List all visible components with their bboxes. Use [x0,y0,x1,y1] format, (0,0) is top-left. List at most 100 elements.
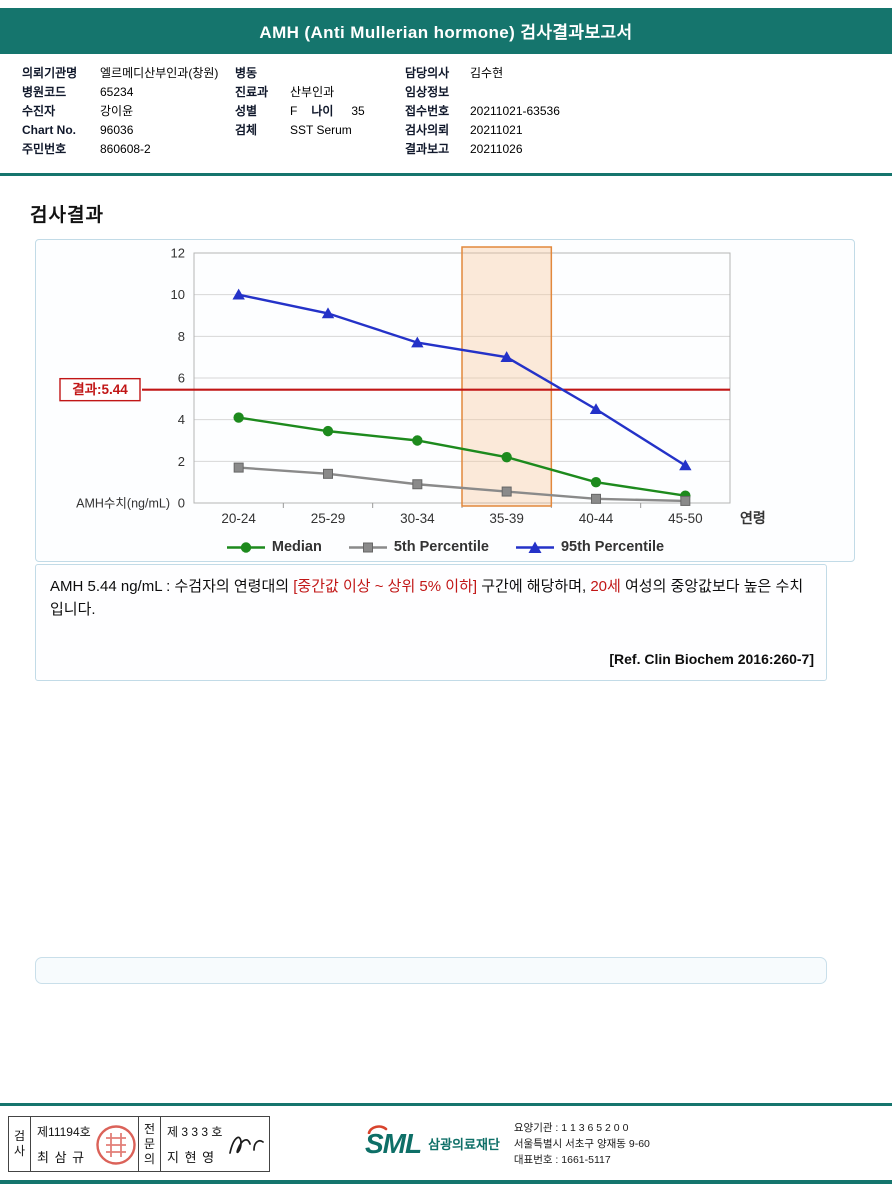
sml-logo-arc-icon [367,1125,388,1134]
patient-info-col1: 의뢰기관명 엘르메디산부인과(창원) 병원코드 65234 수진자 강이윤 Ch… [22,64,235,159]
doctor-label: 담당의사 [405,66,450,80]
interp-seg1: AMH 5.44 ng/mL : 수검자의 연령대의 [50,578,294,595]
amh-chart-panel: 0 2 4 6 8 10 12 결과:5.44 20-24 25-29 30-34 35-39 40-4… [35,239,855,562]
interp-seg2: 구간에 해당하며, [477,578,591,595]
interp-range-highlight: [중간값 이상 ~ 상위 5% 이하] [293,578,478,595]
svg-text:4: 4 [178,412,185,427]
footer-bottom-bar [0,1180,892,1184]
svg-text:AMH수치(ng/mL): AMH수치(ng/mL) [76,497,170,511]
svg-text:25-29: 25-29 [311,511,346,526]
chart-no-value: 96036 [100,123,134,137]
clinical-info-label: 임상정보 [405,85,450,99]
patient-name-value: 강이윤 [100,104,134,118]
results-section-title: 검사결과 [30,205,104,226]
empty-notes-box [35,957,827,984]
sml-logo-mark: SML [365,1127,422,1159]
info-row-request-date: 검사의뢰 20211021 [405,121,892,140]
request-date-label: 검사의뢰 [405,123,450,137]
age-value: 35 [351,104,365,118]
sex-label: 성별 [235,104,258,118]
chart-legend: Median 5th Percentile 95th Percentile [36,539,854,555]
svg-text:45-50: 45-50 [668,511,703,526]
resident-no-label: 주민번호 [22,142,67,156]
legend-item-circle: Median [226,539,322,555]
sml-logo: SML 삼광의료재단 [365,1125,500,1160]
info-row-department: 진료과 산부인과 [235,83,405,102]
legend-item-triangle: 95th Percentile [515,539,664,555]
footer: 검사 제11194호 최 삼 규 전문의 제 3 3 3 호 지 현 영 [0,1103,892,1184]
examiner-cell: 제11194호 최 삼 규 [31,1117,139,1171]
receipt-no-label: 접수번호 [405,104,450,118]
hospital-code-value: 65234 [100,85,134,99]
org-contact-lines: 요양기관 : 1 1 3 6 5 2 0 0 서울특별시 서초구 양재동 9-6… [514,1120,650,1169]
interpretation-text: AMH 5.44 ng/mL : 수검자의 연령대의 [중간값 이상 ~ 상위 … [50,575,812,622]
examiner-cert-no: 제11194호 [37,1125,91,1139]
patient-info-col2: 병동 진료과 산부인과 성별 F 나이 35 검체 SST Serum [235,64,405,159]
info-row-ward: 병동 [235,64,405,83]
report-date-value: 20211026 [470,142,523,156]
svg-text:12: 12 [171,246,185,261]
examiner-stamp-icon [96,1125,136,1165]
specialist-name: 지 현 영 [167,1150,216,1165]
chart-no-label: Chart No. [22,123,76,137]
specimen-value: SST Serum [290,123,352,137]
hospital-code-label: 병원코드 [22,85,67,99]
legend-label: 95th Percentile [560,539,665,555]
institution-label: 의뢰기관명 [22,66,78,80]
org-line-phone: 대표번호 : 1661-5117 [513,1154,611,1167]
svg-text:결과:5.44: 결과:5.44 [72,381,128,397]
svg-text:35-39: 35-39 [489,511,524,526]
specimen-label: 검체 [235,123,258,137]
info-row-receipt-no: 접수번호 20211021-63536 [405,102,892,121]
department-label: 진료과 [235,85,269,99]
org-info-block: SML 삼광의료재단 요양기관 : 1 1 3 6 5 2 0 0 서울특별시 … [365,1120,650,1169]
svg-text:0: 0 [178,496,185,511]
amh-chart-svg: 0 2 4 6 8 10 12 결과:5.44 20-24 25-29 30-34 35-39 40-4… [59,246,766,526]
section-divider [0,173,892,176]
info-row-hospital-code: 병원코드 65234 [22,83,235,102]
interpretation-panel: AMH 5.44 ng/mL : 수검자의 연령대의 [중간값 이상 ~ 상위 … [35,564,827,681]
department-value: 산부인과 [290,85,335,99]
reference-citation: [Ref. Clin Biochem 2016:260-7] [609,651,814,668]
report-date-label: 결과보고 [405,142,450,156]
svg-text:40-44: 40-44 [579,511,614,526]
org-line-institution-no: 요양기관 : 1 1 3 6 5 2 0 0 [513,1121,629,1134]
ward-label: 병동 [235,66,258,80]
info-row-patient-name: 수진자 강이윤 [22,102,235,121]
legend-label: Median [271,539,322,555]
age-label: 나이 [311,104,334,118]
interp-seg3: 여성의 중앙값보다 높은 수치입니다. [50,578,804,619]
svg-text:30-34: 30-34 [400,511,435,526]
info-row-doctor: 담당의사 김수현 [405,64,892,83]
svg-text:6: 6 [178,371,185,386]
svg-text:2: 2 [178,454,185,469]
patient-info-col3: 담당의사 김수현 임상정보 접수번호 20211021-63536 검사의뢰 2… [405,64,892,159]
specialist-cell: 제 3 3 3 호 지 현 영 [161,1117,269,1171]
interp-age-highlight: 20세 [590,578,621,595]
svg-text:8: 8 [178,329,185,344]
patient-info-section: 의뢰기관명 엘르메디산부인과(창원) 병원코드 65234 수진자 강이윤 Ch… [0,54,892,173]
receipt-no-value: 20211021-63536 [470,104,560,118]
svg-text:20-24: 20-24 [221,511,256,526]
specialist-signature-icon [229,1136,264,1154]
info-row-report-date: 결과보고 20211026 [405,140,892,159]
resident-no-value: 860608-2 [100,142,151,156]
institution-value: 엘르메디산부인과(창원) [100,66,219,80]
patient-name-label: 수진자 [22,104,56,118]
info-row-sex-age: 성별 F 나이 35 [235,102,405,121]
footer-row: 검사 제11194호 최 삼 규 전문의 제 3 3 3 호 지 현 영 [0,1116,892,1172]
request-date-value: 20211021 [470,123,523,137]
legend-label: 5th Percentile [393,539,489,555]
sml-logo-name: 삼광의료재단 [428,1137,500,1153]
info-row-chart-no: Chart No. 96036 [22,121,235,140]
svg-text:연령: 연령 [740,510,766,526]
specialist-cert-no: 제 3 3 3 호 [167,1125,223,1139]
specialist-role-label: 전문의 [139,1117,161,1171]
sex-value: F [290,104,298,118]
doctor-value: 김수현 [470,66,504,80]
report-title-bar: AMH (Anti Mullerian hormone) 검사결과보고서 [0,8,892,54]
examiner-role-label: 검사 [9,1117,31,1171]
certification-block: 검사 제11194호 최 삼 규 전문의 제 3 3 3 호 지 현 영 [8,1116,270,1172]
info-row-resident-no: 주민번호 860608-2 [22,140,235,159]
info-row-institution: 의뢰기관명 엘르메디산부인과(창원) [22,64,235,83]
